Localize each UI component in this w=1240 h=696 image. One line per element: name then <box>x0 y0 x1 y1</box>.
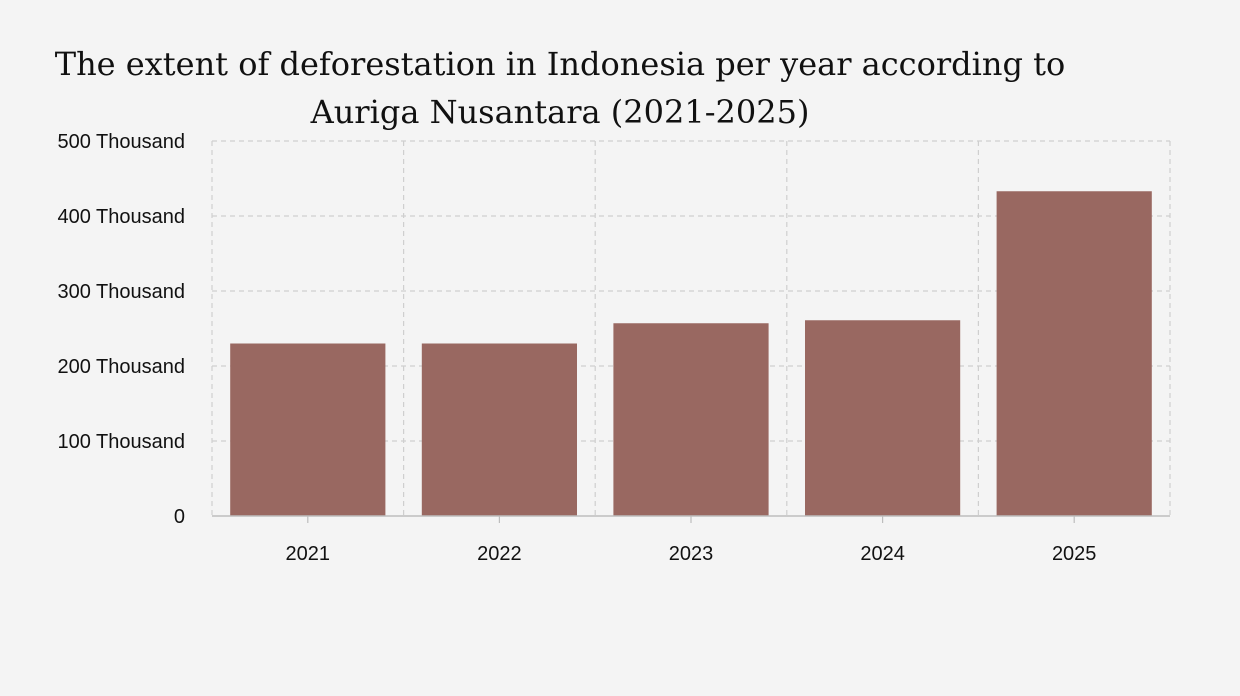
x-tick-label: 2024 <box>860 543 905 565</box>
bar-2022 <box>421 343 577 516</box>
y-tick-label: 400 Thousand <box>57 206 185 228</box>
y-tick-label: 0 <box>174 506 185 528</box>
bar-2021 <box>230 343 386 516</box>
x-tick-label: 2025 <box>1052 543 1097 565</box>
x-tick-label: 2023 <box>669 543 714 565</box>
y-tick-label: 500 Thousand <box>57 131 185 153</box>
y-tick-label: 100 Thousand <box>57 431 185 453</box>
bar-2024 <box>805 320 961 516</box>
chart-title: The extent of deforestation in Indonesia… <box>54 45 1066 131</box>
bar-2025 <box>996 191 1152 516</box>
y-tick-label: 200 Thousand <box>57 356 185 378</box>
label-layer: 0 100 Thousand 200 Thousand 300 Thousand 400… <box>57 131 1096 565</box>
x-tick-label: 2022 <box>477 543 522 565</box>
bar-2023 <box>613 323 769 516</box>
x-tick-label: 2021 <box>286 543 331 565</box>
axis-layer <box>212 515 1170 523</box>
y-tick-label: 300 Thousand <box>57 281 185 303</box>
bar-layer <box>230 191 1152 516</box>
